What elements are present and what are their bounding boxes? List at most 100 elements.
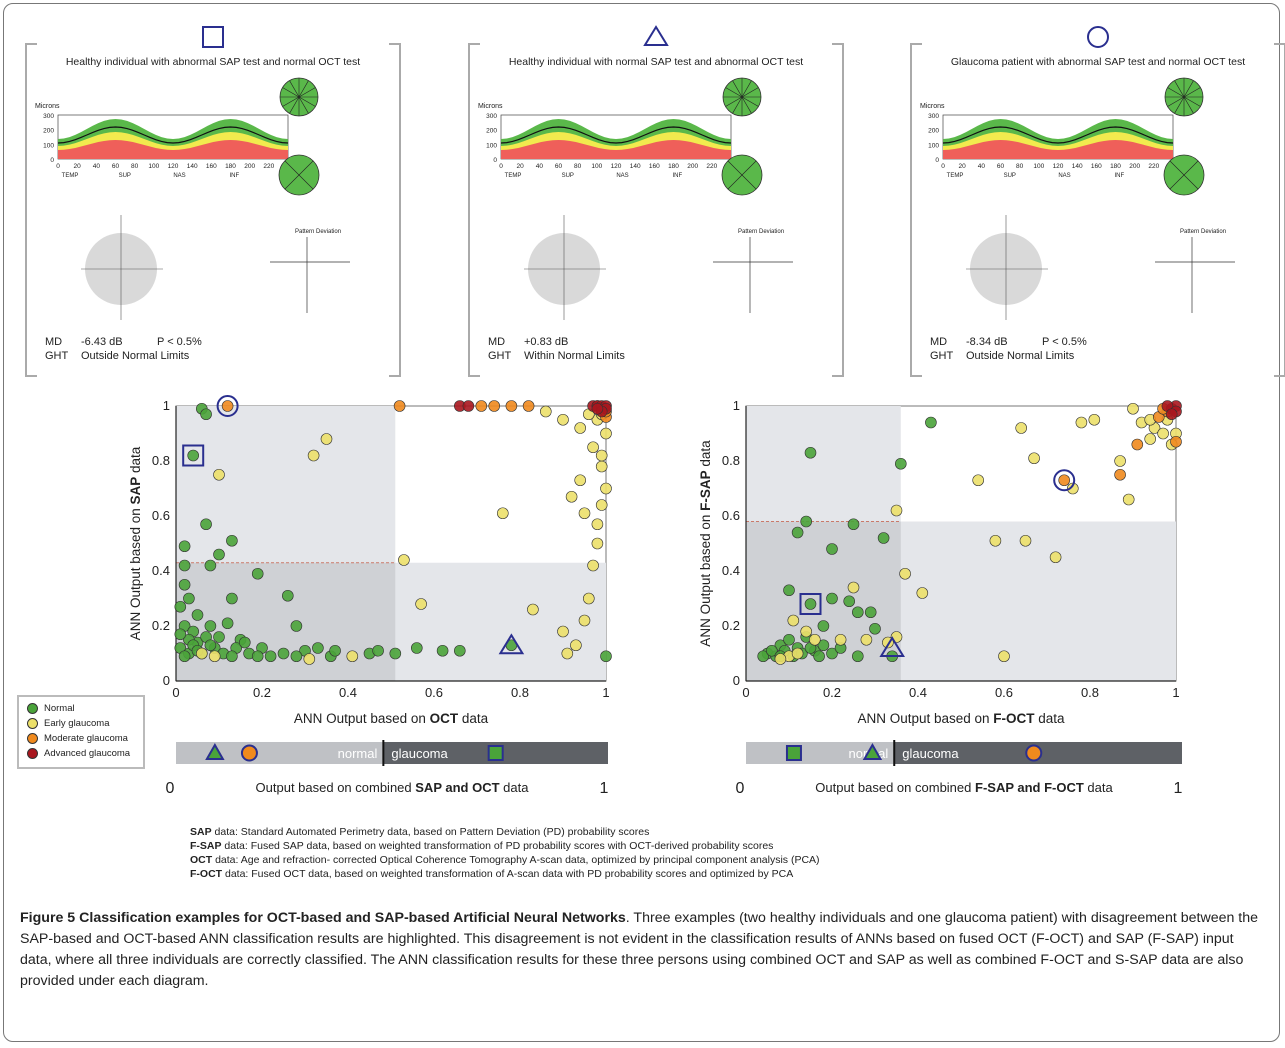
oct-x-tick: 100 <box>591 163 602 170</box>
sector-divider <box>1167 96 1185 107</box>
data-point-early <box>834 633 847 646</box>
y-tick-label: 0.6 <box>722 508 740 523</box>
scatter-plot-fsap-foct: 0 0.2 0.4 0.6 0.8 1 0 0.2 0.4 0.6 0.8 1 ANN Output b… <box>698 398 1182 726</box>
data-point-early <box>578 614 591 627</box>
sector-divider <box>1169 174 1185 190</box>
sector-divider <box>1183 87 1201 98</box>
sector-divider <box>298 96 309 114</box>
data-point-early <box>561 647 574 660</box>
data-point-early <box>208 650 221 663</box>
microns-label: Microns <box>35 103 60 110</box>
oct-x-tick: 40 <box>978 163 986 170</box>
data-point-early <box>1122 493 1135 506</box>
data-point-normal <box>183 592 195 605</box>
data-point-early <box>916 587 929 599</box>
bracket-right <box>832 43 844 377</box>
x-tick-label: 1 <box>602 685 609 700</box>
data-point-early <box>972 474 985 487</box>
oct-x-tick: 120 <box>1053 163 1064 170</box>
data-point-normal <box>174 628 187 641</box>
ght-line: GHT Outside Normal Limits <box>45 350 190 362</box>
x-tick-label: 0 <box>742 685 749 700</box>
highlight-circle-icon <box>1053 469 1076 492</box>
x-tick-label: 0 <box>172 685 179 700</box>
oct-y-tick: 100 <box>928 142 939 149</box>
data-point-normal <box>389 647 402 660</box>
oct-region-label: INF <box>672 173 682 179</box>
oct-region-label: SUP <box>1004 173 1016 179</box>
bar-circle-icon <box>1025 744 1043 762</box>
data-point-early <box>587 559 599 572</box>
sector-divider <box>1183 80 1194 98</box>
oct-region-label: TEMP <box>947 173 964 179</box>
oct-region-label: NAS <box>173 173 185 179</box>
data-point-normal <box>178 650 191 663</box>
bracket-left <box>910 43 922 377</box>
data-point-moderate <box>488 400 501 412</box>
oct-x-tick: 0 <box>941 163 945 170</box>
data-point-normal <box>791 526 804 539</box>
oct-y-tick: 200 <box>486 128 497 135</box>
oct-y-tick: 100 <box>43 142 54 149</box>
bracket-left <box>468 43 480 377</box>
data-point-early <box>591 537 604 550</box>
x-tick-label: 0.6 <box>425 685 443 700</box>
data-point-early <box>774 653 787 665</box>
oct-x-tick: 220 <box>263 163 274 170</box>
panel-graphics: Microns 300 200 100 00 20 40 60 80 100 120 140 160 18… <box>920 26 1235 320</box>
oct-x-tick: 0 <box>56 163 60 170</box>
oct-region-label: INF <box>229 173 239 179</box>
data-point-normal <box>877 532 890 544</box>
data-point-advanced <box>462 400 475 412</box>
oct-x-tick: 200 <box>1129 163 1140 170</box>
data-point-early <box>1114 455 1126 467</box>
sector-divider <box>298 160 314 176</box>
oct-x-tick: 140 <box>1072 163 1083 170</box>
md-line: MD -6.43 dB P < 0.5% <box>45 336 202 348</box>
ght-line: GHT Outside Normal Limits <box>930 350 1075 362</box>
y-axis-label: ANN Output based on F-SAP data <box>698 440 713 647</box>
data-point-normal <box>251 650 264 663</box>
y-tick-label: 0.2 <box>722 618 740 633</box>
oct-x-tick: 20 <box>517 163 525 170</box>
sector-divider <box>1174 96 1185 114</box>
panel-title: Healthy individual with abnormal SAP tes… <box>65 56 361 68</box>
sector-divider <box>282 87 300 98</box>
scatter-plot-sap-oct: 0 0.2 0.4 0.6 0.8 1 0 0.2 0.4 0.6 0.8 1 ANN Output b… <box>128 395 612 726</box>
data-point-normal <box>817 639 830 652</box>
sector-divider <box>282 96 300 107</box>
sector-divider <box>741 174 757 190</box>
oct-x-tick: 40 <box>536 163 544 170</box>
data-point-moderate <box>1131 438 1144 451</box>
oct-y-tick: 0 <box>493 157 497 164</box>
data-point-early <box>860 633 873 646</box>
oct-region-label: INF <box>1114 173 1124 179</box>
x-tick-label: 0.4 <box>339 685 357 700</box>
data-point-normal <box>766 644 778 657</box>
data-point-normal <box>282 589 294 602</box>
data-point-normal <box>290 620 303 632</box>
bar-square-icon <box>785 745 802 761</box>
sector-divider <box>298 80 309 98</box>
data-point-normal <box>817 620 830 632</box>
y-tick-label: 0.8 <box>152 453 170 468</box>
data-point-moderate <box>505 400 518 412</box>
data-point-normal <box>436 644 449 657</box>
panel-graphics: Microns 300 200 100 00 20 40 60 80 100 120 140 160 18… <box>478 25 793 320</box>
sector-divider <box>725 87 743 98</box>
x-tick-label: 0.6 <box>995 685 1013 700</box>
data-point-early <box>1127 402 1139 415</box>
normal-bar-segment <box>746 742 895 764</box>
figure-frame <box>3 3 1280 1042</box>
combined-output-bars: normal glaucoma 0 1 Output based on combined… <box>166 740 1183 797</box>
x-tick-label: 0.8 <box>1081 685 1099 700</box>
y-tick-label: 1 <box>733 398 740 413</box>
data-point-early <box>1019 534 1032 547</box>
definition-sap: SAP data: Standard Automated Perimetry d… <box>190 826 650 838</box>
oct-x-tick: 20 <box>959 163 967 170</box>
data-point-moderate <box>1114 468 1126 481</box>
oct-x-tick: 60 <box>997 163 1005 170</box>
oct-x-tick: 200 <box>244 163 255 170</box>
oct-y-tick: 0 <box>935 157 939 164</box>
bar-square-icon <box>487 745 504 761</box>
